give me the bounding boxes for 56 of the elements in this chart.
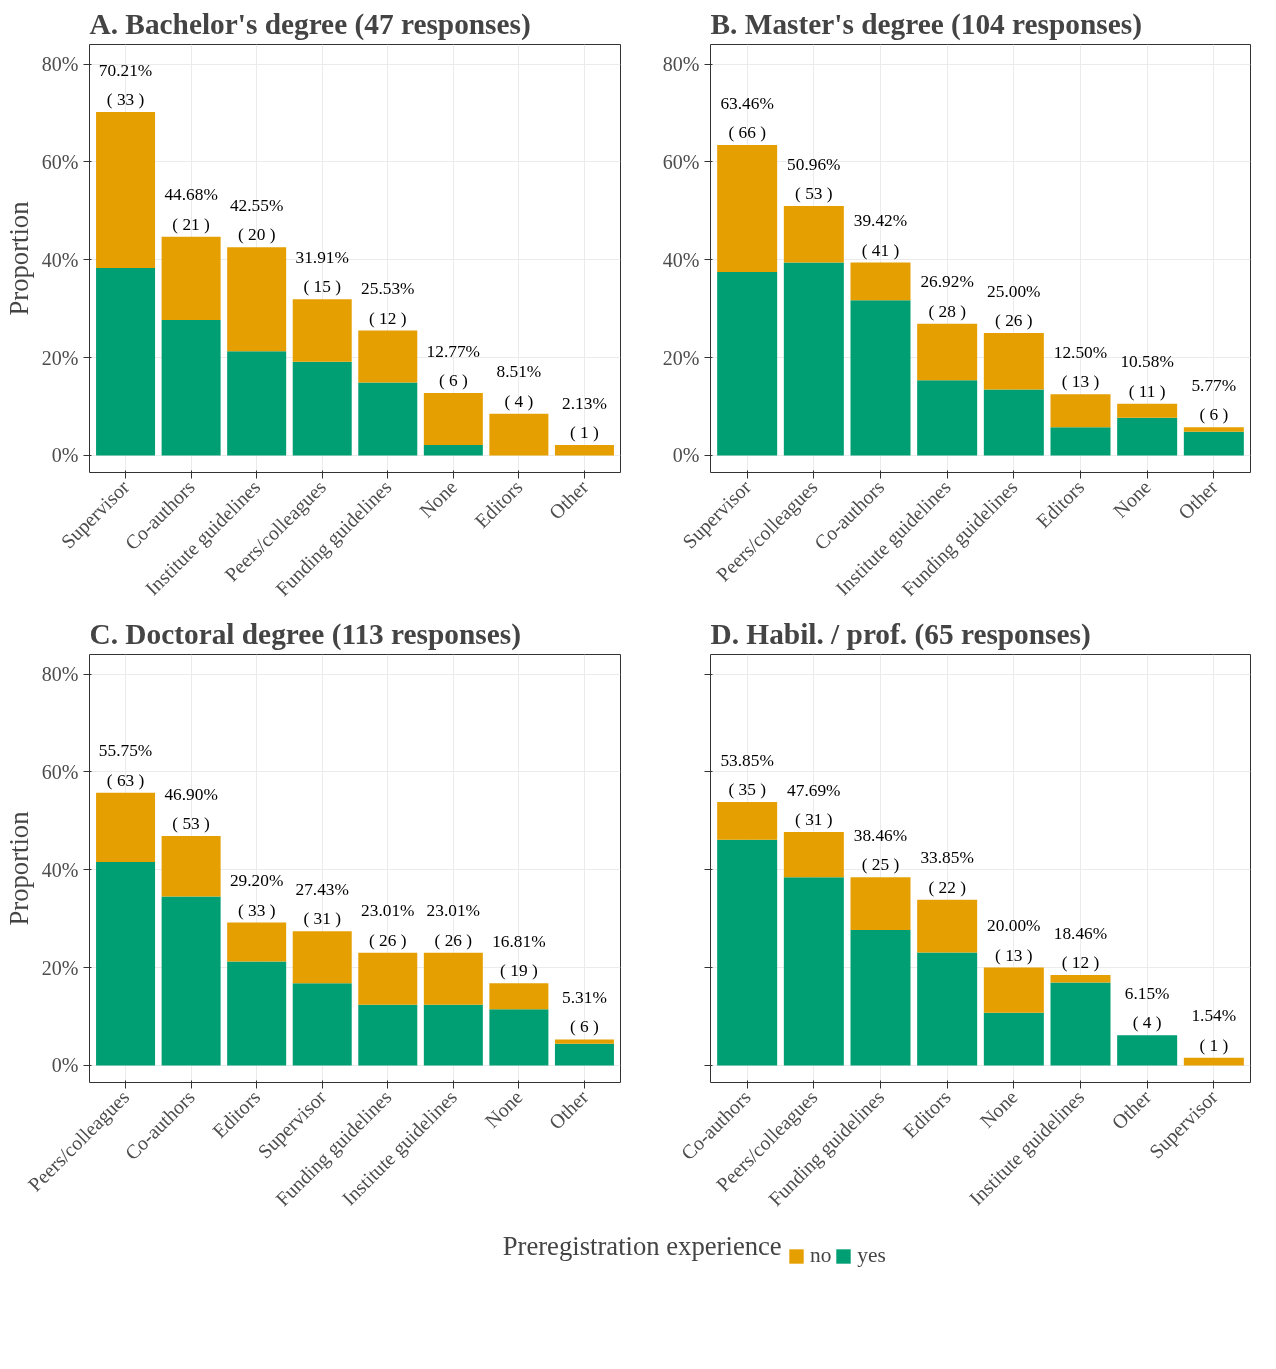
- y-tick-label: 40%: [41, 248, 79, 271]
- total-label: 5.31% ( 6 ): [562, 988, 607, 1037]
- y-tick-label: 60%: [41, 760, 79, 783]
- total-label: 53.85% ( 35 ): [720, 750, 774, 800]
- chart-title: C. Doctoral degree (113 responses): [89, 617, 521, 651]
- legend-label: no: [810, 1243, 832, 1268]
- y-tick-label: 40%: [662, 248, 700, 271]
- legend-title: Preregistration experience: [502, 1230, 782, 1261]
- total-label: 23.01% ( 26 ): [426, 901, 481, 950]
- total-label: 33.85% ( 22 ): [920, 848, 974, 897]
- total-label: 6.15% ( 4 ): [1124, 983, 1170, 1033]
- total-label: 27.43% ( 31 ): [295, 879, 349, 929]
- chart-title: B. Master's degree (104 responses): [710, 7, 1142, 41]
- total-label: 16.81% ( 19 ): [492, 931, 546, 981]
- chart-title: D. Habil. / prof. (65 responses): [710, 617, 1091, 651]
- y-tick-label: 80%: [41, 663, 79, 686]
- total-label: 12.77% ( 6 ): [426, 341, 481, 390]
- total-label: 23.01% ( 26 ): [361, 901, 415, 950]
- legend-label: yes: [857, 1243, 886, 1268]
- total-label: 1.54% ( 1 ): [1191, 1006, 1237, 1055]
- y-tick-label: 0%: [672, 444, 700, 467]
- total-label: 31.91% ( 15 ): [295, 247, 349, 297]
- total-label: 29.20% ( 33 ): [229, 871, 284, 920]
- y-tick-label: 20%: [41, 956, 79, 979]
- y-tick-label: 60%: [41, 150, 79, 173]
- total-label: 70.21% ( 33 ): [98, 60, 153, 110]
- y-tick-label: 40%: [41, 858, 79, 881]
- total-label: 63.46% ( 66 ): [720, 93, 774, 143]
- total-label: 8.51% ( 4 ): [496, 362, 542, 411]
- total-label: 50.96% ( 53 ): [787, 154, 841, 204]
- total-label: 25.53% ( 12 ): [361, 279, 415, 328]
- total-label: 44.68% ( 21 ): [164, 185, 218, 234]
- total-label: 20.00% ( 13 ): [987, 916, 1041, 965]
- y-tick-label: 20%: [662, 346, 700, 369]
- total-label: 5.77% ( 6 ): [1191, 375, 1237, 425]
- y-tick-label: 0%: [51, 444, 79, 467]
- total-label: 2.13% ( 1 ): [562, 393, 607, 443]
- y-tick-label: 0%: [51, 1054, 79, 1077]
- total-label: 38.46% ( 25 ): [853, 825, 908, 875]
- chart-title: A. Bachelor's degree (47 responses): [89, 7, 531, 41]
- y-axis-title: Proportion: [3, 201, 34, 316]
- total-label: 10.58% ( 11 ): [1120, 352, 1174, 401]
- y-axis-title: Proportion: [3, 811, 34, 926]
- y-tick-label: 20%: [41, 346, 79, 369]
- total-label: 42.55% ( 20 ): [229, 195, 284, 245]
- total-label: 46.90% ( 53 ): [164, 784, 218, 834]
- total-label: 39.42% ( 41 ): [853, 211, 908, 260]
- total-label: 25.00% ( 26 ): [987, 281, 1041, 331]
- total-label: 55.75% ( 63 ): [98, 741, 153, 790]
- total-label: 12.50% ( 13 ): [1053, 342, 1108, 392]
- total-label: 26.92% ( 28 ): [920, 272, 974, 321]
- total-label: 47.69% ( 31 ): [787, 780, 841, 830]
- y-tick-label: 80%: [662, 53, 700, 76]
- y-tick-label: 60%: [662, 150, 700, 173]
- total-label: 18.46% ( 12 ): [1053, 923, 1108, 973]
- y-tick-label: 80%: [41, 53, 79, 76]
